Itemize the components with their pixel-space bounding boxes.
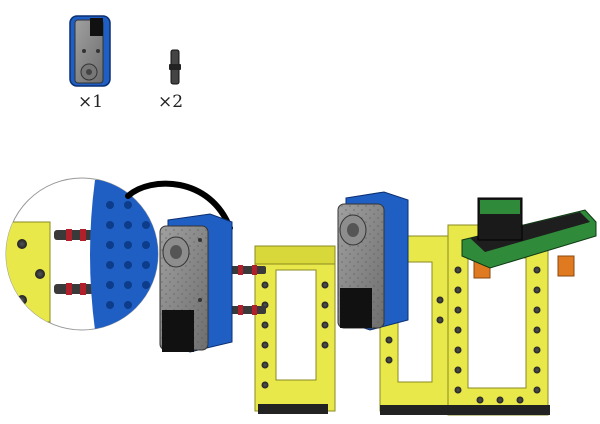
motor-module-attached bbox=[337, 191, 409, 331]
motor-module-part-icon bbox=[69, 15, 111, 87]
connector-pin-quantity: ×2 bbox=[158, 92, 184, 112]
motor-module-quantity: ×1 bbox=[78, 92, 104, 112]
parts-list bbox=[69, 15, 181, 87]
orange-peg-right bbox=[557, 255, 575, 277]
step-before-assembly bbox=[159, 213, 336, 414]
pin-upper bbox=[228, 265, 266, 275]
motor-module bbox=[159, 213, 233, 353]
curved-arrow bbox=[125, 180, 233, 231]
zoom-callout bbox=[5, 177, 159, 331]
step-after-assembly bbox=[337, 191, 597, 416]
connector-pin-part-icon bbox=[169, 49, 181, 85]
yellow-frame-left bbox=[254, 245, 336, 414]
callout-pin-upper bbox=[54, 229, 94, 241]
pin-lower bbox=[228, 305, 266, 315]
green-board bbox=[461, 197, 597, 269]
callout-pin-lower bbox=[54, 283, 94, 295]
